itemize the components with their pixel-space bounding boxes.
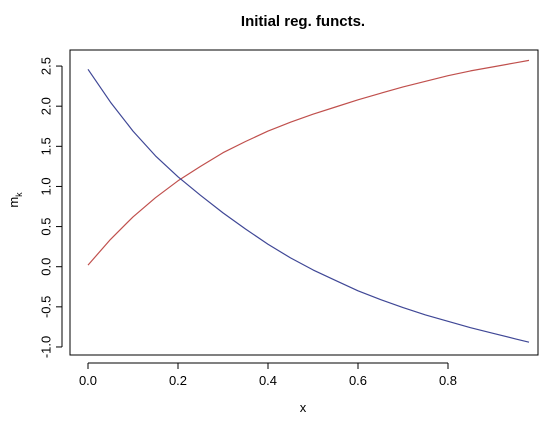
- x-tick-label: 0.4: [259, 373, 277, 388]
- plot-frame: [69, 49, 539, 356]
- series-line-1: [87, 59, 530, 266]
- y-tick-label: 0.5: [39, 218, 54, 236]
- y-tick-label: -1.0: [39, 336, 54, 358]
- y-axis-label-subscript: k: [14, 192, 24, 197]
- x-tick-label: 0.8: [439, 373, 457, 388]
- series-line-2: [87, 68, 530, 343]
- y-axis-label-main: m: [6, 197, 21, 208]
- y-tick-label: 1.5: [39, 137, 54, 155]
- x-tick-label: 0.6: [349, 373, 367, 388]
- y-tick-label: 0.0: [39, 258, 54, 276]
- y-tick-label: 1.0: [39, 177, 54, 195]
- chart-title: Initial reg. functs.: [241, 13, 365, 30]
- x-axis-label: x: [300, 400, 307, 415]
- y-axis-label: mk: [6, 192, 24, 208]
- series-layer: [87, 59, 530, 343]
- y-tick-label: 2.5: [39, 57, 54, 75]
- x-axis: 0.0 0.2 0.4 0.6 0.8: [79, 362, 457, 388]
- x-tick-label: 0.2: [169, 373, 187, 388]
- y-tick-label: -0.5: [39, 296, 54, 318]
- y-axis: -1.0 -0.5 0.0 0.5 1.0 1.5 2.0 2.5: [39, 57, 63, 358]
- x-tick-label: 0.0: [79, 373, 97, 388]
- y-tick-label: 2.0: [39, 97, 54, 115]
